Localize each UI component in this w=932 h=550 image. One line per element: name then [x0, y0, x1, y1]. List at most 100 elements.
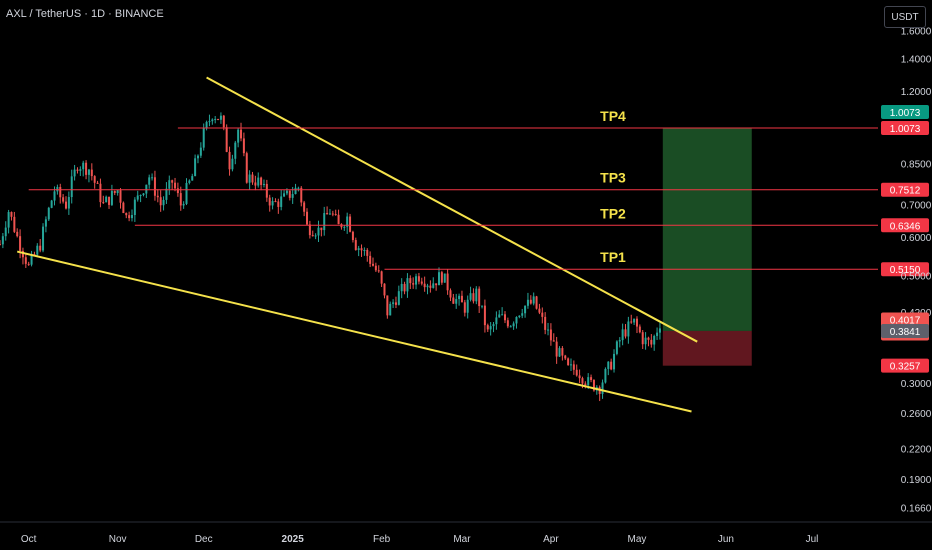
candle-body — [283, 193, 286, 197]
y-tick-label: 0.3000 — [901, 379, 932, 390]
candle-body — [483, 305, 486, 326]
x-tick-label: Mar — [453, 534, 471, 545]
candle-body — [349, 216, 352, 232]
candle-body — [363, 250, 366, 252]
candle-body — [294, 187, 297, 195]
candle-body — [102, 202, 105, 204]
candle-body — [406, 278, 409, 292]
candle-body — [633, 318, 636, 323]
candle-body — [501, 314, 504, 316]
candle-body — [374, 265, 377, 271]
candle-body — [604, 368, 607, 383]
candle-body — [558, 348, 561, 357]
candle-body — [420, 281, 423, 284]
candle-body — [4, 227, 7, 237]
candle-body — [377, 270, 380, 272]
candle-body — [320, 227, 323, 231]
candle-body — [435, 283, 438, 286]
x-tick-label: Apr — [543, 534, 559, 545]
candle-body — [59, 187, 62, 198]
candle-body — [460, 295, 463, 303]
candle-body — [638, 326, 641, 333]
candle-body — [627, 321, 630, 337]
candle-body — [21, 250, 24, 258]
candle-body — [337, 214, 340, 225]
candle-body — [360, 248, 363, 251]
candle-body — [601, 382, 604, 394]
candle-body — [323, 213, 326, 231]
candle-body — [268, 197, 271, 206]
stop-tag: 0.3257 — [890, 362, 921, 373]
candle-body — [168, 180, 171, 189]
candle-body — [110, 190, 113, 205]
price-tag-bg — [881, 120, 929, 135]
price-tag: 0.7512 — [890, 186, 921, 197]
candle-body — [380, 271, 383, 284]
candle-body — [578, 375, 581, 379]
candle-body — [7, 212, 10, 228]
candle-body — [19, 236, 22, 251]
candle-body — [50, 200, 53, 208]
candle-body — [372, 263, 375, 266]
candle-body — [265, 183, 268, 198]
candle-body — [62, 197, 65, 202]
x-tick-label: Jul — [806, 534, 819, 545]
candle-body — [271, 201, 274, 206]
candle-body — [495, 317, 498, 325]
candle-body — [254, 182, 257, 186]
target-zone — [662, 127, 752, 331]
candle-body — [99, 183, 102, 203]
candle-body — [397, 291, 400, 305]
candle-body — [300, 187, 303, 203]
candle-body — [13, 216, 16, 232]
x-tick-label: Dec — [195, 534, 213, 545]
candle-body — [618, 340, 621, 342]
x-tick-label: 2025 — [282, 534, 305, 545]
trendline-lower — [16, 250, 692, 413]
candle-body — [196, 155, 199, 159]
candle-body — [280, 196, 283, 207]
candle-body — [159, 197, 162, 206]
candle-body — [446, 273, 449, 291]
candle-body — [443, 273, 446, 283]
candle-body — [615, 341, 618, 354]
candle-body — [36, 245, 39, 255]
candle-body — [572, 364, 575, 370]
x-tick-label: Jun — [718, 534, 734, 545]
candle-body — [194, 158, 197, 177]
candle-body — [277, 201, 280, 207]
candle-body — [564, 355, 567, 359]
candle-body — [234, 142, 237, 159]
y-tick-label: 0.8500 — [901, 160, 932, 171]
candle-body — [351, 231, 354, 241]
candle-body — [644, 337, 647, 345]
candle-body — [225, 127, 228, 152]
last-price: 0.4017 — [890, 316, 921, 327]
y-tick-label: 0.6000 — [901, 233, 932, 244]
level-label-tp3: TP3 — [600, 170, 626, 186]
candle-body — [133, 199, 136, 216]
x-tick-label: Nov — [109, 534, 127, 545]
candle-body — [426, 285, 429, 288]
candle-body — [458, 295, 461, 300]
candle-body — [79, 169, 82, 171]
level-label-tp4: TP4 — [600, 108, 626, 124]
candle-body — [174, 182, 177, 189]
candle-body — [555, 341, 558, 357]
candle-body — [128, 215, 131, 219]
candle-body — [56, 187, 59, 192]
y-tick-label: 0.2600 — [901, 409, 932, 420]
candle-body — [44, 219, 47, 227]
candle-body — [257, 177, 260, 186]
candle-body — [39, 245, 42, 251]
x-tick-label: Feb — [373, 534, 391, 545]
currency-button[interactable]: USDT — [884, 6, 926, 28]
candle-body — [82, 162, 85, 170]
candle-body — [489, 326, 492, 330]
candle-body — [354, 240, 357, 250]
candle-body — [630, 321, 633, 323]
candle-body — [85, 162, 88, 175]
candle-body — [10, 212, 13, 217]
candle-body — [538, 308, 541, 313]
